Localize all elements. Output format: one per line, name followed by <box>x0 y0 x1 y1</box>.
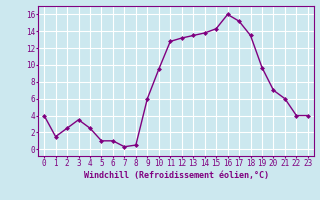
X-axis label: Windchill (Refroidissement éolien,°C): Windchill (Refroidissement éolien,°C) <box>84 171 268 180</box>
